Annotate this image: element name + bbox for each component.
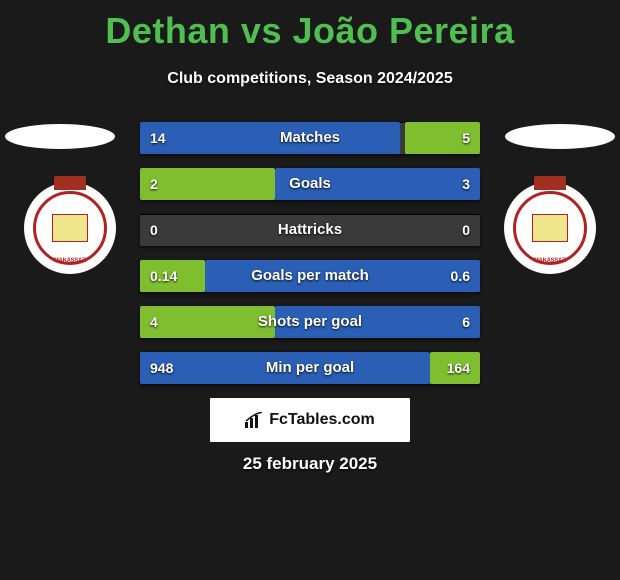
stat-label: Goals per match (140, 260, 480, 292)
date-text: 25 february 2025 (0, 454, 620, 474)
page-title: Dethan vs João Pereira (0, 0, 620, 52)
subtitle: Club competitions, Season 2024/2025 (0, 70, 620, 88)
stat-row: 948164Min per goal (140, 352, 480, 384)
team-logo-left: MAKASSAR (24, 182, 116, 274)
player-photo-right (505, 124, 615, 149)
branding-box: FcTables.com (210, 398, 410, 442)
player-photo-left (5, 124, 115, 149)
stat-label: Shots per goal (140, 306, 480, 338)
stat-label: Matches (140, 122, 480, 154)
stat-row: 145Matches (140, 122, 480, 154)
stat-bars: 145Matches 23Goals 00Hattricks 0.140.6Goals… (140, 122, 480, 398)
team-logo-left-label: MAKASSAR (54, 258, 86, 264)
chart-icon (245, 412, 265, 428)
team-logo-right-label: MAKASSAR (534, 258, 566, 264)
stat-row: 23Goals (140, 168, 480, 200)
stat-label: Hattricks (140, 214, 480, 246)
stat-label: Goals (140, 168, 480, 200)
team-logo-right: MAKASSAR (504, 182, 596, 274)
stat-row: 0.140.6Goals per match (140, 260, 480, 292)
branding-text: FcTables.com (269, 411, 375, 429)
stat-label: Min per goal (140, 352, 480, 384)
stat-row: 00Hattricks (140, 214, 480, 246)
stat-row: 46Shots per goal (140, 306, 480, 338)
